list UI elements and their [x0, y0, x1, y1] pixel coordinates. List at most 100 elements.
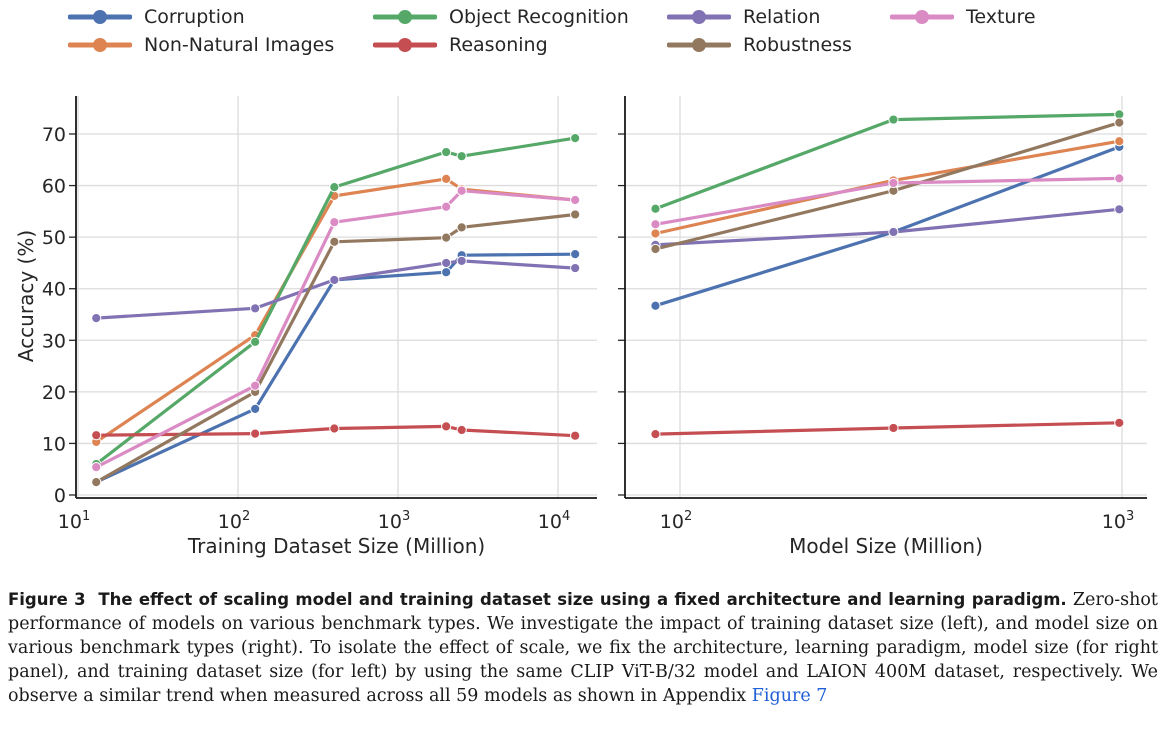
left-point-reasoning: [570, 430, 581, 441]
y-tick-label: 20: [42, 382, 66, 404]
legend-label: Reasoning: [449, 34, 548, 56]
legend-marker-icon: [667, 38, 731, 52]
left-point-corruption: [250, 403, 261, 414]
left-series-line-object-recognition: [94, 136, 577, 466]
left-point-reasoning: [329, 423, 340, 434]
right-series-line-non-natural-images: [653, 139, 1121, 236]
right-point-texture: [1114, 173, 1125, 184]
left-point-relation: [570, 262, 581, 274]
left-point-robustness: [329, 236, 340, 247]
right-point-reasoning: [1114, 417, 1125, 428]
legend-item-non-natural-images: Non-Natural Images: [68, 31, 334, 59]
left-series-line-robustness: [94, 212, 577, 484]
left-point-relation: [250, 303, 261, 314]
legend-label: Non-Natural Images: [144, 34, 335, 56]
left-x-tick-label: 103: [378, 509, 410, 533]
right-x-axis-label: Model Size (Million): [789, 534, 983, 558]
legend-item-corruption: Corruption: [68, 3, 245, 31]
left-x-tick-label: 101: [58, 509, 90, 533]
left-point-object-recognition: [329, 182, 340, 193]
right-point-object-recognition: [650, 203, 661, 214]
left-point-object-recognition: [570, 133, 581, 144]
right-point-relation: [888, 226, 899, 238]
legend-label: Corruption: [144, 6, 245, 28]
left-point-robustness: [441, 232, 452, 243]
left-series-line-texture: [94, 189, 577, 469]
left-x-axis-label: Training Dataset Size (Million): [187, 534, 485, 558]
left-point-corruption: [441, 267, 452, 278]
legend-marker-icon: [68, 38, 132, 52]
left-point-relation: [456, 255, 467, 266]
legend-label: Texture: [966, 6, 1036, 28]
y-tick-label: 50: [42, 227, 66, 249]
left-point-robustness: [91, 477, 102, 488]
right-x-tick-label: 103: [1102, 509, 1134, 533]
y-tick-label: 0: [54, 485, 66, 507]
left-point-robustness: [456, 222, 467, 233]
legend-marker-icon: [373, 38, 437, 52]
left-point-object-recognition: [250, 336, 261, 347]
legend-label: Object Recognition: [449, 6, 629, 28]
left-point-corruption: [570, 249, 581, 260]
right-series-line-relation: [653, 207, 1121, 247]
appendix-figure-link[interactable]: Figure 7: [751, 686, 828, 706]
y-tick-label: 40: [42, 279, 66, 301]
y-tick-label: 30: [42, 330, 66, 352]
legend-marker-icon: [68, 10, 132, 24]
left-x-tick-label: 102: [218, 509, 250, 533]
right-series-line-object-recognition: [653, 112, 1121, 211]
right-point-non-natural-images: [1114, 136, 1125, 147]
y-tick-label: 70: [42, 124, 66, 146]
left-point-texture: [456, 185, 467, 196]
left-point-object-recognition: [456, 151, 467, 162]
legend-item-reasoning: Reasoning: [373, 31, 548, 59]
right-point-relation: [1114, 204, 1125, 215]
left-point-reasoning: [456, 424, 467, 436]
left-x-tick-label: 104: [538, 509, 570, 533]
caption-title: The effect of scaling model and training…: [98, 590, 1067, 609]
left-point-reasoning: [91, 430, 102, 441]
right-x-tick-label: 102: [660, 509, 692, 533]
caption-label: Figure 3: [8, 590, 86, 609]
legend-label: Relation: [743, 6, 821, 28]
right-point-robustness: [1114, 117, 1125, 128]
left-y-axis-label: Accuracy (%): [14, 230, 38, 362]
y-tick-label: 10: [42, 433, 66, 455]
left-point-relation: [329, 274, 340, 286]
legend-item-object-recognition: Object Recognition: [373, 3, 629, 31]
left-point-reasoning: [250, 428, 261, 439]
legend-item-texture: Texture: [890, 3, 1036, 31]
left-point-relation: [441, 257, 452, 269]
right-series-line-reasoning: [653, 421, 1121, 436]
right-point-texture: [650, 219, 661, 230]
legend-item-relation: Relation: [667, 3, 820, 31]
left-point-robustness: [570, 209, 581, 220]
left-point-texture: [570, 194, 581, 206]
legend-marker-icon: [890, 10, 954, 24]
left-series-line-reasoning: [94, 424, 577, 438]
left-series-line-corruption: [94, 252, 577, 484]
left-series-line-relation: [94, 259, 577, 320]
right-series-line-corruption: [653, 145, 1121, 308]
right-point-texture: [888, 177, 899, 189]
right-point-object-recognition: [888, 114, 899, 125]
right-point-reasoning: [650, 429, 661, 440]
left-point-object-recognition: [441, 146, 452, 158]
left-point-texture: [91, 462, 102, 473]
legend-marker-icon: [667, 10, 731, 24]
caption-body: Zero-shot performance of models on vario…: [8, 590, 1158, 706]
legend: Corruption Non-Natural Images Object Recog…: [0, 0, 1163, 64]
y-tick-label: 60: [42, 176, 66, 198]
figure-plots: 0 10 20 30 40 50 60 70 101 102 103 104 Training Data…: [14, 96, 1147, 558]
left-point-reasoning: [441, 421, 452, 432]
left-point-texture: [441, 201, 452, 212]
legend-item-robustness: Robustness: [667, 31, 852, 59]
left-point-relation: [91, 313, 102, 324]
right-point-reasoning: [888, 422, 899, 434]
right-point-robustness: [650, 243, 661, 255]
legend-marker-icon: [373, 10, 437, 24]
left-point-non-natural-images: [441, 173, 452, 184]
figure-caption: Figure 3 The effect of scaling model and…: [8, 588, 1158, 708]
left-point-texture: [250, 380, 261, 391]
right-point-non-natural-images: [650, 228, 661, 239]
